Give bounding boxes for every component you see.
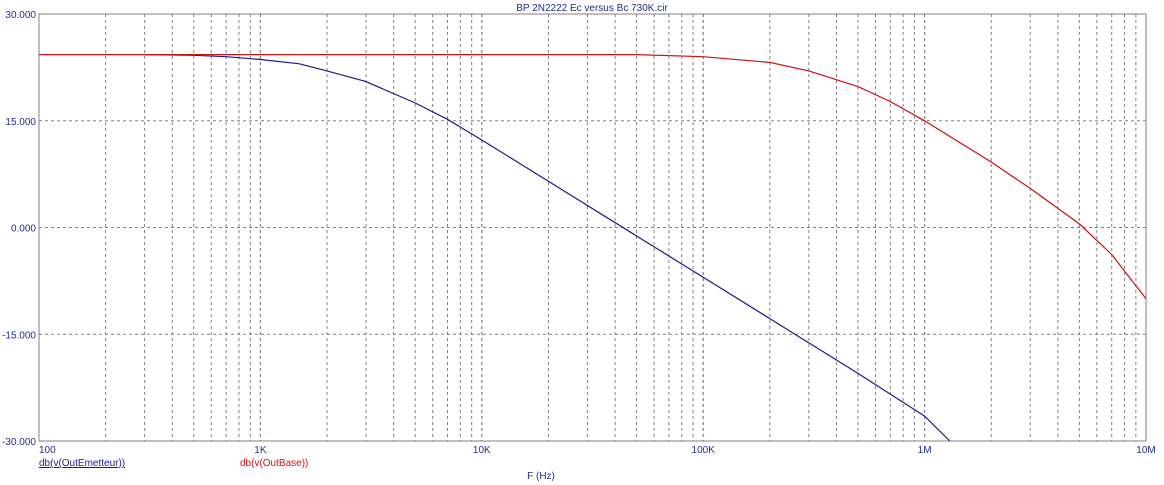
legend-item-outbase: db(v(OutBase)) xyxy=(240,458,308,469)
chart-title: BP 2N2222 Ec versus Bc 730K.cir xyxy=(516,3,668,14)
x-axis-label: F (Hz) xyxy=(527,471,555,482)
y-tick-label: -30.000 xyxy=(2,437,36,448)
x-tick-label: 10M xyxy=(1136,445,1155,456)
x-axis-ticks: 100 1K 10K 100K 1M 10M xyxy=(39,445,1156,456)
y-axis-ticks: 30.000 15.000 0.000 -15.000 -30.000 xyxy=(2,10,36,448)
x-tick-label: 10K xyxy=(473,445,491,456)
y-tick-label: 0.000 xyxy=(11,224,36,235)
x-tick-label: 1K xyxy=(254,445,267,456)
y-tick-label: 30.000 xyxy=(5,10,36,21)
plot-frame xyxy=(38,13,1147,442)
y-tick-label: -15.000 xyxy=(2,330,36,341)
series xyxy=(39,53,1147,442)
x-tick-label: 100K xyxy=(692,445,716,456)
series-line-outemetteur xyxy=(144,54,951,442)
x-tick-label: 100 xyxy=(39,445,56,456)
x-tick-label: 1M xyxy=(918,445,932,456)
grid xyxy=(39,14,1146,441)
y-tick-label: 15.000 xyxy=(5,117,36,128)
legend-item-outemetteur: db(v(OutEmetteur)) xyxy=(39,458,125,469)
series-line-outbase xyxy=(39,53,1147,300)
